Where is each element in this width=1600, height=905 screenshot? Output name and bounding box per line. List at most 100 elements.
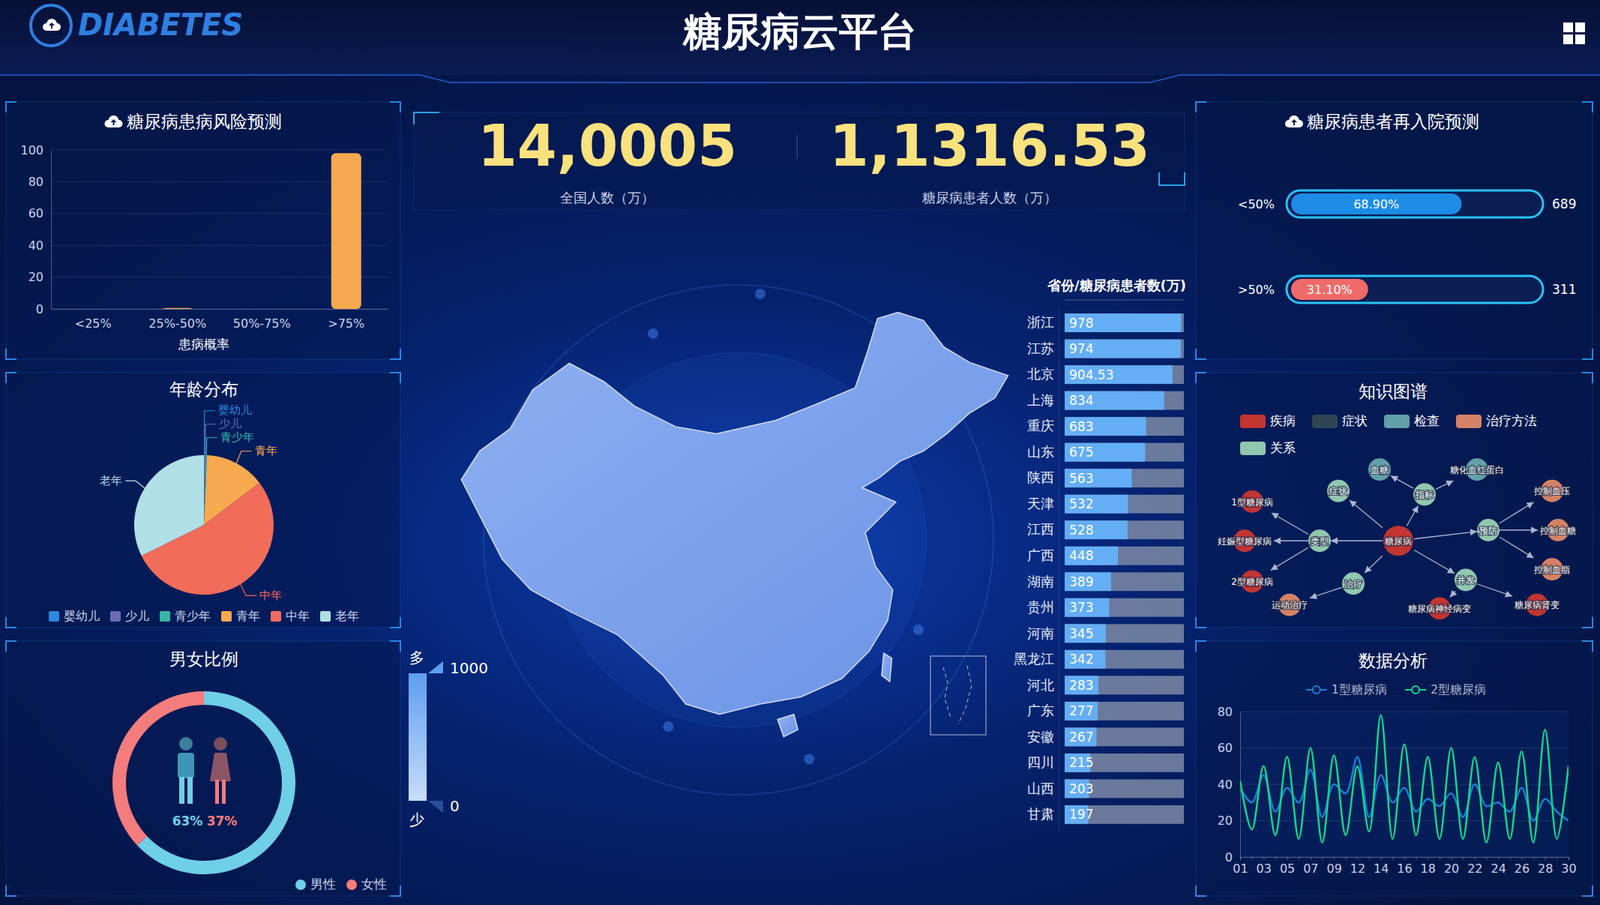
visual-map-label: 少 xyxy=(409,810,425,829)
header-bg xyxy=(0,0,1600,75)
bar xyxy=(1064,675,1099,695)
panel-corner xyxy=(5,348,17,360)
header-line xyxy=(0,74,1600,83)
panel-corner xyxy=(1195,641,1207,652)
kpi-label: 糖尿病患者人数（万） xyxy=(922,189,1058,206)
panel-corner xyxy=(389,348,401,360)
tick-label: 60 xyxy=(28,206,44,221)
bar xyxy=(1064,494,1129,514)
tick-label: 09 xyxy=(1326,861,1342,876)
legend-label: 症状 xyxy=(1342,413,1368,429)
panel-corner xyxy=(5,617,17,628)
legend-swatch xyxy=(346,879,357,890)
header: DIABETES糖尿病云平台 xyxy=(0,0,1600,83)
link xyxy=(1499,529,1538,531)
tick xyxy=(1510,856,1511,860)
tick: 湖南 xyxy=(1027,573,1059,590)
chart-title: 省份/糖尿病患者数(万) xyxy=(1046,277,1187,294)
links xyxy=(1270,476,1538,599)
node-label: 运动治疗 xyxy=(1271,599,1308,611)
data-label: 373 xyxy=(1069,599,1094,615)
tick-label: 山西 xyxy=(1027,780,1055,797)
axis-line xyxy=(1240,857,1570,861)
page-title: 糖尿病云平台 xyxy=(682,8,917,54)
tick-label: 30 xyxy=(1561,861,1577,876)
tick: 80 xyxy=(28,174,51,189)
tick: 天津 xyxy=(1027,495,1059,512)
deco-dot xyxy=(803,754,815,765)
data-label: 31.10% xyxy=(1306,282,1353,297)
background xyxy=(0,0,1600,905)
tick xyxy=(1416,856,1418,860)
tick-label: 25%-50% xyxy=(148,316,207,331)
kpi-value: 1,1316.53 xyxy=(829,112,1151,180)
track xyxy=(1064,520,1184,540)
color-bar xyxy=(408,673,427,801)
node-label: 妊娠型糖尿病 xyxy=(1217,536,1272,547)
plot-bg xyxy=(1240,711,1569,857)
node-label: 指标 xyxy=(1414,489,1434,501)
legend-label: 1型糖尿病 xyxy=(1331,682,1388,697)
node xyxy=(1383,525,1414,556)
tick-label: <50% xyxy=(1237,197,1275,212)
tick-label: 22 xyxy=(1467,861,1483,876)
kpi-panel: 14,0005全国人数（万）1,1316.53糖尿病患者人数（万） xyxy=(413,112,1185,210)
tick: 山东 xyxy=(1027,443,1059,460)
grid-line xyxy=(50,149,389,151)
slice xyxy=(134,455,204,556)
data-label: 342 xyxy=(1069,651,1094,667)
tick xyxy=(1439,856,1441,860)
legend: 关系 xyxy=(1240,440,1296,456)
link xyxy=(1435,480,1454,489)
tick-mark xyxy=(1240,856,1241,860)
legend-item: 青年 xyxy=(221,608,261,624)
legend-label: 关系 xyxy=(1270,440,1296,456)
tick-label: 20 xyxy=(1217,813,1233,828)
tick: 河南 xyxy=(1027,625,1059,642)
tick-label: 安徽 xyxy=(1027,728,1055,745)
track xyxy=(1064,675,1184,695)
tick-label: 16 xyxy=(1396,861,1412,876)
dashboard: DIABETES糖尿病云平台14,0005全国人数（万）1,1316.53糖尿病… xyxy=(0,0,1600,905)
link xyxy=(1330,540,1383,542)
tick-label: 26 xyxy=(1514,861,1530,876)
tick-label: 黑龙江 xyxy=(1013,650,1055,667)
tick: 16 xyxy=(1396,856,1412,876)
link xyxy=(1390,476,1414,489)
panel-corner xyxy=(389,372,401,384)
tick-mark xyxy=(1474,856,1476,860)
tick xyxy=(1556,856,1558,860)
axis-line xyxy=(1058,306,1060,832)
tick: 广西 xyxy=(1027,547,1059,564)
leader-line xyxy=(125,480,145,489)
data-label: 63% xyxy=(172,813,204,829)
kpi-label: 全国人数（万） xyxy=(560,189,655,206)
title-rule xyxy=(1064,299,1184,301)
tick: 20 xyxy=(1444,856,1460,876)
link xyxy=(1270,547,1309,570)
data-label: 675 xyxy=(1069,444,1094,460)
legend-item: 中年 xyxy=(270,608,310,624)
link xyxy=(1499,536,1535,558)
tick-label: 河北 xyxy=(1027,677,1055,693)
bars xyxy=(162,152,362,309)
data-label: 389 xyxy=(1069,574,1094,590)
node xyxy=(1477,518,1500,542)
panel-bg xyxy=(5,372,401,628)
tick xyxy=(1322,856,1324,860)
bar xyxy=(246,308,277,310)
track xyxy=(1064,572,1184,591)
bar xyxy=(1064,727,1097,747)
tick-label: 20 xyxy=(28,269,44,285)
legend-swatch xyxy=(159,611,171,622)
axis-title: 患病概率 xyxy=(177,336,230,352)
panel-corner xyxy=(413,112,440,125)
inset-frame xyxy=(930,656,986,735)
track xyxy=(1064,494,1184,514)
legend-label: 男性 xyxy=(310,876,336,892)
track xyxy=(1064,391,1184,411)
tick xyxy=(1462,856,1464,860)
tick-label: 80 xyxy=(28,174,44,189)
data-label: 283 xyxy=(1069,677,1094,693)
bar xyxy=(1064,572,1112,591)
